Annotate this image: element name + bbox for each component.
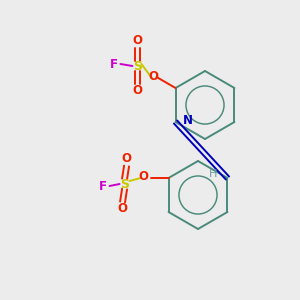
Text: S: S (133, 59, 142, 73)
Text: O: O (133, 85, 142, 98)
Text: F: F (110, 58, 118, 70)
Text: O: O (133, 34, 142, 47)
Text: H: H (209, 169, 218, 179)
Text: O: O (118, 202, 128, 215)
Text: O: O (122, 152, 132, 166)
Text: S: S (120, 178, 129, 190)
Text: O: O (148, 70, 158, 83)
Text: O: O (139, 170, 148, 184)
Text: F: F (99, 179, 106, 193)
Text: N: N (183, 113, 193, 127)
